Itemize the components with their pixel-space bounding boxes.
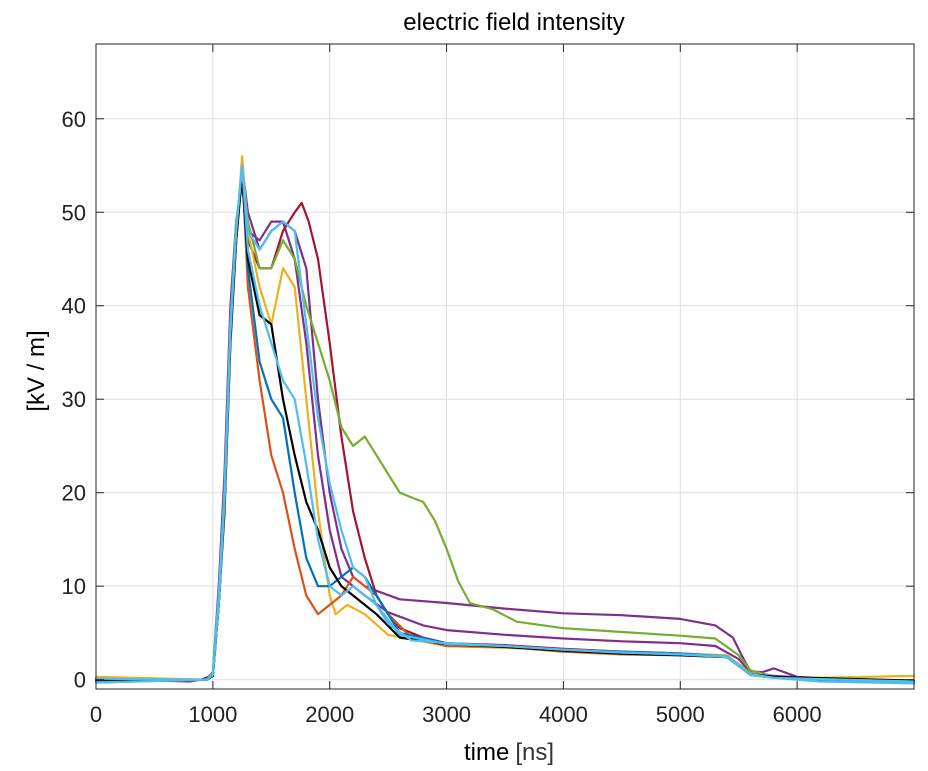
y-tick-label: 20 xyxy=(62,481,86,506)
series-line-10 xyxy=(94,164,916,683)
x-axis-label: time [ns] xyxy=(464,739,554,766)
y-tick-label: 50 xyxy=(62,200,86,225)
y-tick-label: 10 xyxy=(62,574,86,599)
x-axis-quantity: time xyxy=(464,739,509,766)
plot-background xyxy=(96,44,914,689)
x-tick-label: 3000 xyxy=(422,702,471,727)
chart-title: electric field intensity xyxy=(403,9,624,36)
y-tick-label: 60 xyxy=(62,107,86,132)
x-tick-label: 0 xyxy=(90,702,102,727)
x-tick-label: 1000 xyxy=(188,702,237,727)
plot-frame xyxy=(95,43,915,690)
y-tick-label: 30 xyxy=(62,387,86,412)
x-tick-label: 4000 xyxy=(539,702,588,727)
x-tick-labels: 0 1000 2000 3000 4000 5000 6000 xyxy=(90,702,822,727)
series-layer xyxy=(94,155,916,685)
x-axis-unit: [ns] xyxy=(515,739,554,766)
y-axis-label: [kV / m] xyxy=(23,330,50,411)
x-tick-label: 5000 xyxy=(656,702,705,727)
y-tick-label: 40 xyxy=(62,294,86,319)
tick-marks xyxy=(95,44,914,689)
y-tick-labels: 0 10 20 30 40 50 60 xyxy=(62,107,86,693)
grid xyxy=(95,44,914,689)
x-tick-label: 2000 xyxy=(305,702,354,727)
y-tick-label: 0 xyxy=(74,668,86,693)
x-tick-label: 6000 xyxy=(773,702,822,727)
